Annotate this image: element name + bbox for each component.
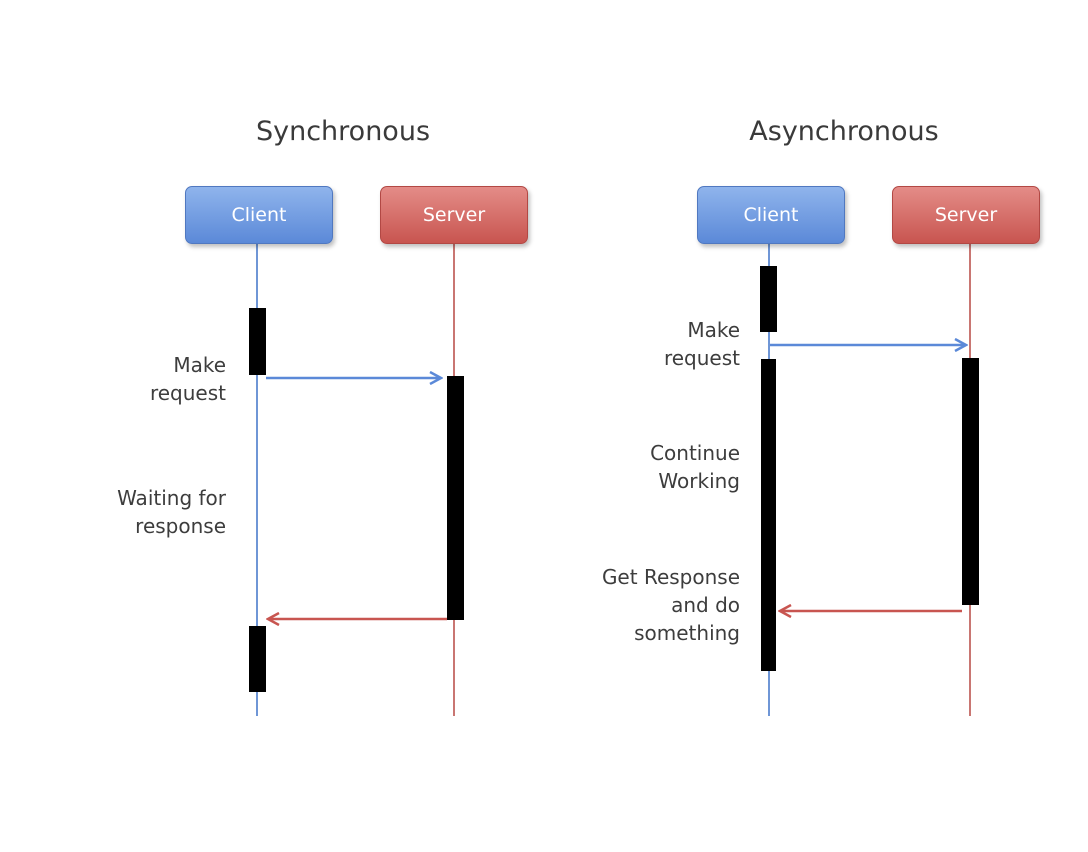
async-client-box: Client <box>697 186 845 244</box>
sync-title: Synchronous <box>255 116 431 147</box>
sync-client-activation-2 <box>249 626 266 692</box>
async-continue-note: Continue Working <box>650 441 740 493</box>
async-server-box: Server <box>892 186 1040 244</box>
sync-client-box: Client <box>185 186 333 244</box>
async-client-activation-1 <box>760 266 777 332</box>
sync-make-request-note: Make request <box>149 353 226 405</box>
async-make-request-note: Make request <box>663 318 740 370</box>
sync-server-activation <box>447 376 464 620</box>
sync-waiting-note: Waiting for response <box>117 486 226 538</box>
async-server-activation <box>962 358 979 605</box>
async-get-response-note: Get Response and do something <box>601 565 740 645</box>
sync-client-activation-1 <box>249 308 266 375</box>
sync-server-box: Server <box>380 186 528 244</box>
async-client-activation-2 <box>761 359 776 671</box>
async-title: Asynchronous <box>749 116 939 147</box>
